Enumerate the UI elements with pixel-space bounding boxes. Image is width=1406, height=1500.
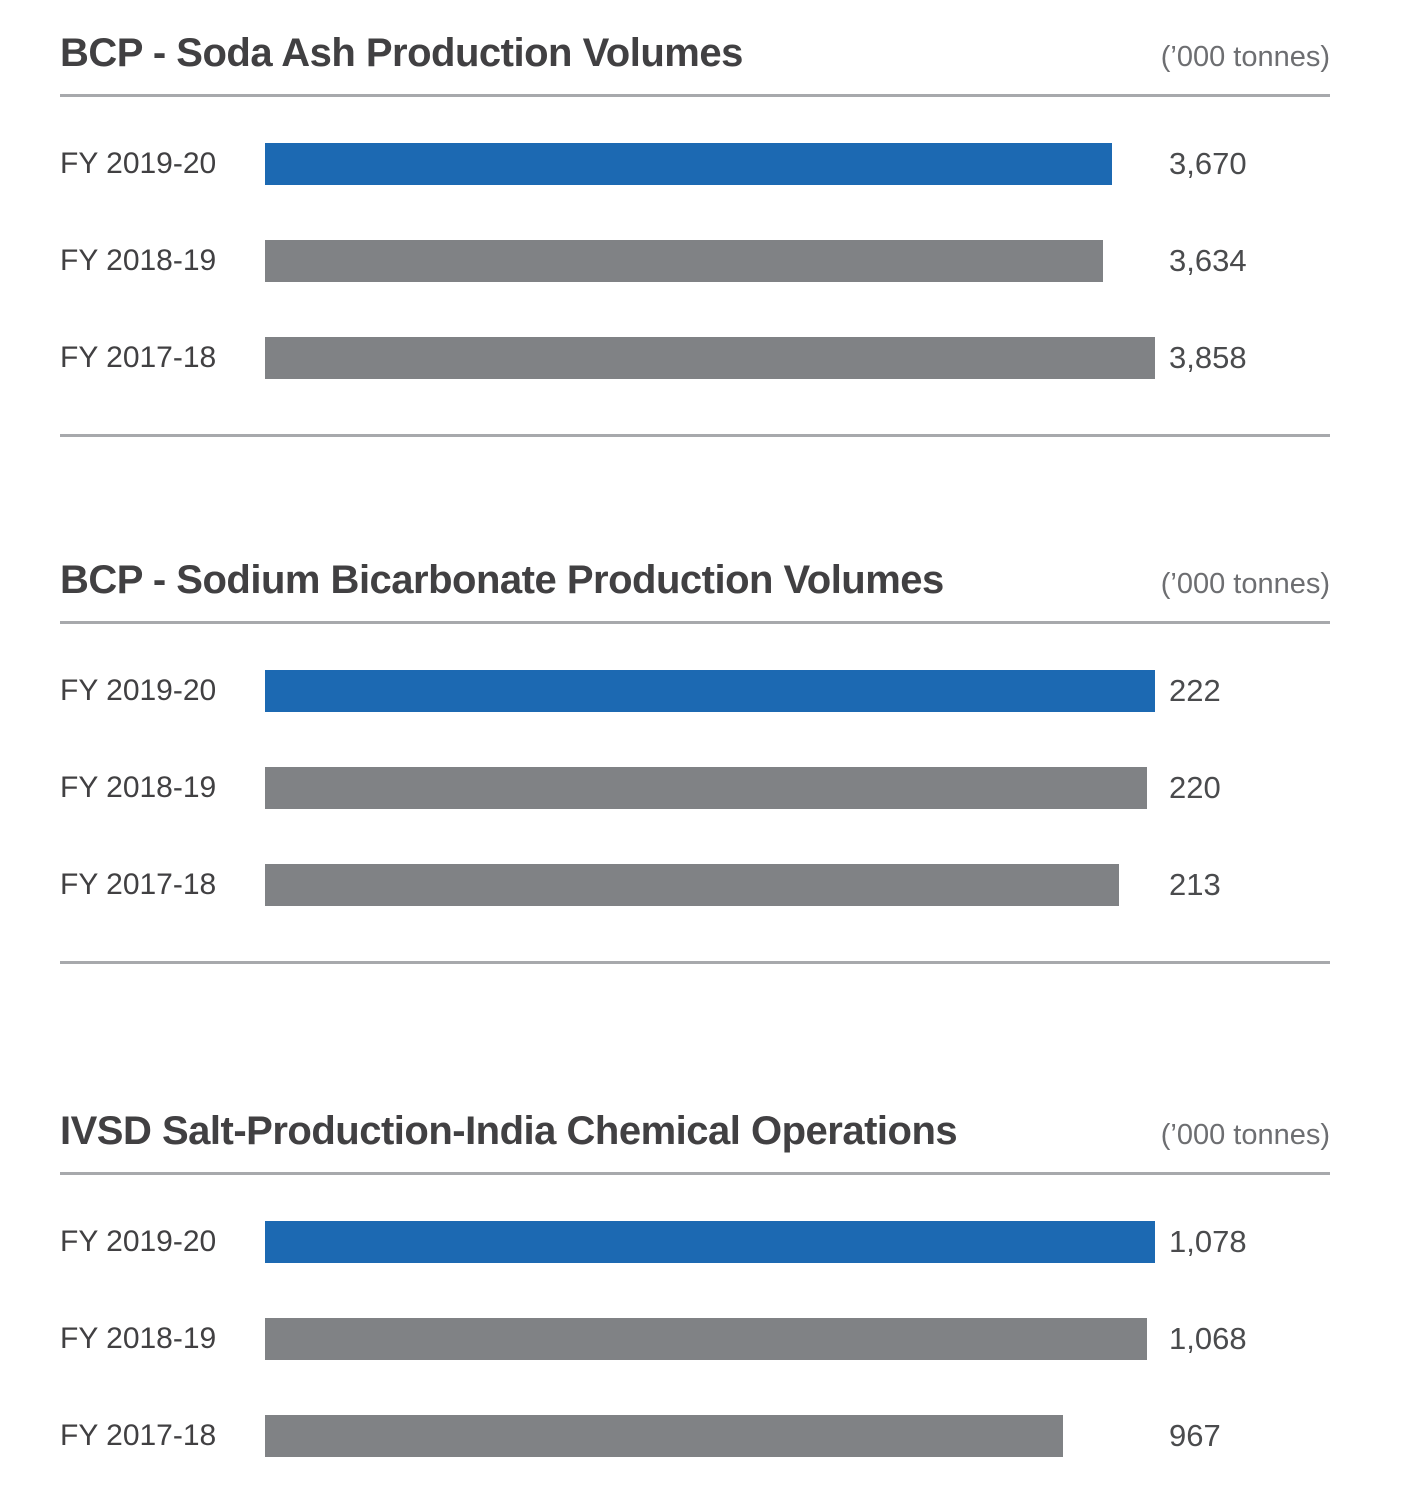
value-bar (265, 864, 1119, 906)
bar-row: FY 2017-18 3,858 (60, 337, 1330, 379)
value-bar (265, 1415, 1064, 1457)
bar-track (265, 240, 1155, 282)
bar-rows: FY 2019-20 3,670 FY 2018-19 3,634 FY 2017-18… (60, 143, 1330, 379)
value-bar (265, 767, 1147, 809)
value-label: 213 (1169, 867, 1221, 902)
category-label: FY 2018-19 (60, 771, 217, 804)
bar-row: FY 2019-20 3,670 (60, 143, 1330, 185)
value-label: 3,634 (1169, 243, 1247, 278)
chart-header: BCP - Sodium Bicarbonate Production Volu… (60, 555, 1330, 605)
category-label: FY 2019-20 (60, 147, 217, 180)
bar-row: FY 2019-20 222 (60, 670, 1330, 712)
bar-track (265, 1415, 1155, 1457)
chart-header: IVSD Salt-Production-India Chemical Oper… (60, 1106, 1330, 1156)
category-label: FY 2019-20 (60, 1225, 217, 1258)
value-label: 1,078 (1169, 1224, 1247, 1259)
bar-track (265, 143, 1155, 185)
value-label: 967 (1169, 1418, 1221, 1453)
bar-track (265, 767, 1155, 809)
title-divider (60, 1172, 1330, 1175)
bar-row: FY 2018-19 1,068 (60, 1318, 1330, 1360)
chart-section-ivsd-salt: IVSD Salt-Production-India Chemical Oper… (60, 1106, 1330, 1457)
value-bar (265, 337, 1155, 379)
bar-track (265, 337, 1155, 379)
category-label: FY 2018-19 (60, 1322, 217, 1355)
chart-title: IVSD Salt-Production-India Chemical Oper… (60, 1109, 958, 1153)
title-divider (60, 621, 1330, 624)
category-label: FY 2017-18 (60, 868, 217, 901)
bar-row: FY 2018-19 220 (60, 767, 1330, 809)
value-bar (265, 1221, 1155, 1263)
category-label: FY 2019-20 (60, 674, 217, 707)
category-label: FY 2017-18 (60, 341, 217, 374)
value-label: 3,670 (1169, 146, 1247, 181)
chart-section-soda-ash: BCP - Soda Ash Production Volumes (’000 … (60, 28, 1330, 437)
bar-track (265, 670, 1155, 712)
value-label: 222 (1169, 673, 1221, 708)
chart-unit-label: (’000 tonnes) (1160, 568, 1330, 600)
value-bar (265, 1318, 1147, 1360)
title-divider (60, 94, 1330, 97)
bar-rows: FY 2019-20 222 FY 2018-19 220 FY 2017-18 213 (60, 670, 1330, 906)
category-label: FY 2018-19 (60, 244, 217, 277)
value-label: 1,068 (1169, 1321, 1247, 1356)
value-label: 220 (1169, 770, 1221, 805)
value-bar (265, 143, 1112, 185)
chart-section-sodium-bicarbonate: BCP - Sodium Bicarbonate Production Volu… (60, 555, 1330, 964)
value-bar (265, 240, 1104, 282)
section-divider (60, 434, 1330, 437)
section-divider (60, 961, 1330, 964)
bar-row: FY 2017-18 967 (60, 1415, 1330, 1457)
bar-rows: FY 2019-20 1,078 FY 2018-19 1,068 FY 2017-18… (60, 1221, 1330, 1457)
chart-title: BCP - Soda Ash Production Volumes (60, 31, 743, 75)
value-bar (265, 670, 1155, 712)
bar-track (265, 864, 1155, 906)
chart-unit-label: (’000 tonnes) (1160, 1119, 1330, 1151)
chart-title: BCP - Sodium Bicarbonate Production Volu… (60, 558, 944, 602)
chart-unit-label: (’000 tonnes) (1160, 41, 1330, 73)
chart-header: BCP - Soda Ash Production Volumes (’000 … (60, 28, 1330, 78)
bar-row: FY 2018-19 3,634 (60, 240, 1330, 282)
bar-row: FY 2019-20 1,078 (60, 1221, 1330, 1263)
bar-row: FY 2017-18 213 (60, 864, 1330, 906)
category-label: FY 2017-18 (60, 1419, 217, 1452)
bar-track (265, 1221, 1155, 1263)
value-label: 3,858 (1169, 340, 1247, 375)
bar-track (265, 1318, 1155, 1360)
